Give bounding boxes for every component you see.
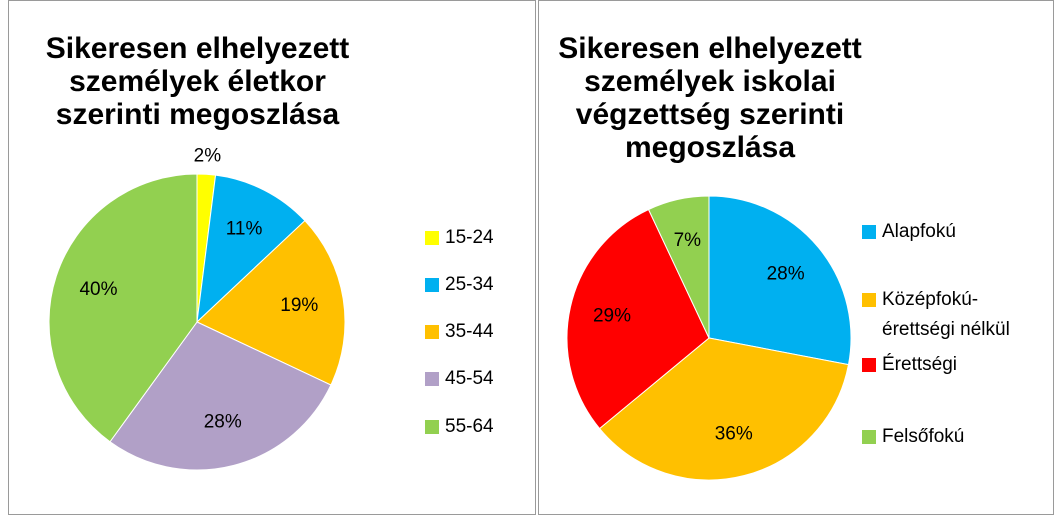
data-label: 2% <box>194 146 222 167</box>
pie-slice <box>196 174 306 324</box>
pie-slice <box>48 173 198 443</box>
legend-swatch <box>862 293 876 307</box>
data-label: 19% <box>280 295 318 316</box>
legend-swatch <box>425 420 439 434</box>
legend-swatch <box>425 278 439 292</box>
legend-swatch <box>862 430 876 444</box>
legend-swatch <box>425 231 439 245</box>
pie-slice <box>708 195 852 366</box>
data-label: 28% <box>767 264 805 285</box>
legend-label: 25-34 <box>445 274 494 295</box>
legend-swatch <box>425 325 439 339</box>
pie-slice <box>109 321 332 471</box>
chart-title: Sikeresen elhelyezett személyek iskolai … <box>558 32 862 164</box>
legend-label: 45-54 <box>445 368 494 389</box>
legend-label: 15-24 <box>445 227 494 248</box>
chart-frame <box>8 0 536 515</box>
legend-label: Felsőfokú <box>882 426 965 447</box>
legend-swatch <box>862 358 876 372</box>
legend-label: Alapfokú <box>882 221 956 242</box>
legend-label: Érettségi <box>882 354 957 375</box>
pie-slice <box>566 208 710 430</box>
legend-swatch <box>425 372 439 386</box>
legend-label: Középfokú-érettségi nélkül <box>882 289 1010 340</box>
data-label: 40% <box>79 279 117 300</box>
chart-title: Sikeresen elhelyezett személyek életkor … <box>45 32 350 131</box>
data-label: 11% <box>226 219 263 240</box>
legend-label: 35-44 <box>445 321 494 342</box>
data-label: 7% <box>674 230 702 251</box>
data-label: 29% <box>593 305 631 326</box>
chart-frame <box>538 0 1054 515</box>
legend-label: 55-64 <box>445 416 494 437</box>
pie-slice <box>647 195 710 339</box>
data-label: 28% <box>204 411 242 432</box>
data-label: 36% <box>715 423 753 444</box>
pie-slice <box>598 337 850 481</box>
legend-swatch <box>862 225 876 239</box>
pie-slice <box>196 219 346 386</box>
